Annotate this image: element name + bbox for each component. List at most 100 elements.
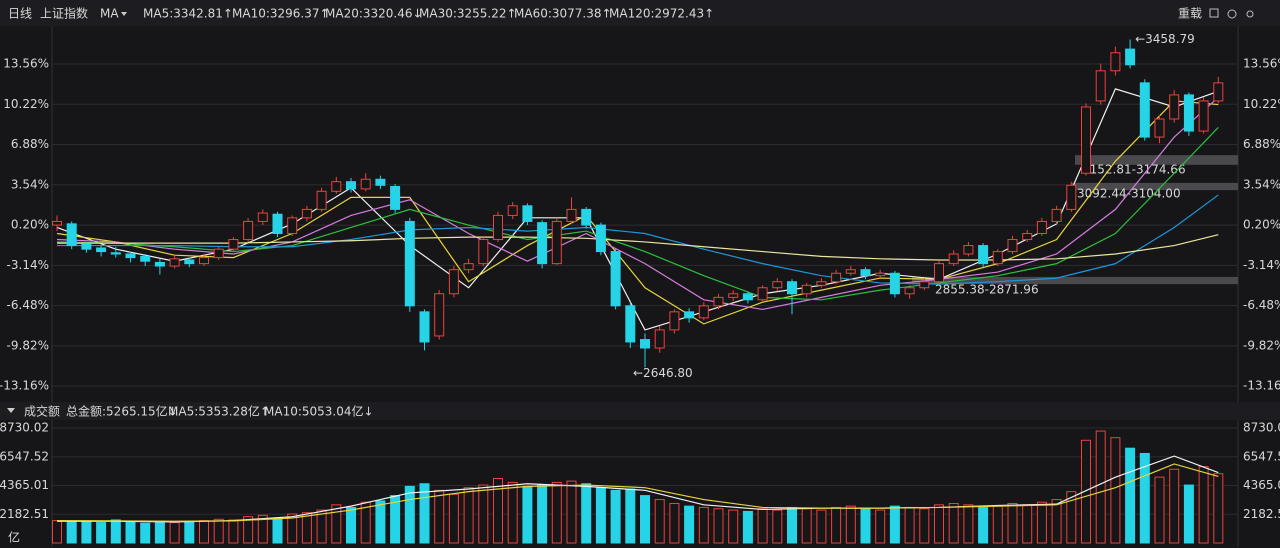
volume-bar — [537, 484, 548, 544]
volume-bar — [1036, 501, 1047, 544]
ma-legend: MA5:3342.81↑ — [143, 7, 233, 21]
y-tick-label: 2182.51 — [0, 507, 49, 521]
dropdown-arrow[interactable] — [121, 12, 127, 16]
indicator[interactable]: MA — [100, 7, 119, 21]
candle-body — [478, 239, 489, 265]
icon[interactable] — [1227, 9, 1237, 19]
volume-bar — [566, 480, 577, 544]
volume-bar — [419, 483, 430, 544]
volume-bar — [1154, 476, 1165, 544]
volume-bar — [66, 520, 77, 544]
volume-bar — [1110, 437, 1121, 544]
candle-body — [757, 287, 768, 301]
y-tick-label: 10.22% — [1243, 97, 1280, 111]
volume-bar — [640, 495, 650, 544]
candle-body — [154, 261, 165, 267]
candle-body — [448, 269, 459, 295]
candle-body — [816, 281, 827, 286]
candle-body — [1110, 52, 1121, 72]
volume-bar — [507, 481, 518, 544]
icon[interactable] — [1209, 8, 1219, 18]
collapse-arrow[interactable] — [7, 408, 15, 413]
candle-body — [243, 220, 254, 241]
volume-bar — [140, 522, 151, 544]
candle-body — [346, 181, 356, 190]
candle-body — [522, 205, 533, 222]
candle-body — [272, 213, 283, 235]
volume-bar — [257, 514, 268, 544]
index-name[interactable]: 上证指数 — [40, 6, 88, 21]
candle-body — [331, 181, 342, 192]
volume-bar — [96, 522, 107, 544]
ma-legend: MA60:3077.38↑ — [514, 7, 612, 21]
volume-bar — [742, 510, 753, 544]
ma-line — [57, 234, 1219, 261]
volume-bar — [110, 519, 121, 544]
volume-bar — [772, 509, 783, 544]
candle-body — [390, 185, 401, 210]
volume-bar — [346, 506, 356, 544]
volume-bar — [654, 499, 665, 544]
candle-body — [507, 205, 518, 216]
volume-ma-line — [57, 455, 1219, 523]
volume-bar — [52, 520, 62, 544]
volume-toolbar — [0, 402, 1280, 420]
icon[interactable] — [1246, 10, 1254, 18]
candle-body — [140, 255, 151, 262]
ma-legend: MA120:2972.43↑ — [609, 7, 714, 21]
ma-line — [57, 194, 1219, 285]
volume-bar — [728, 509, 739, 544]
candle-body — [404, 220, 415, 307]
volume-bar — [301, 512, 312, 544]
y-tick-label: -3.14% — [1243, 258, 1280, 272]
ma-line — [56, 100, 1219, 325]
ma-legend: MA20:3320.46↓ — [325, 7, 423, 21]
volume-bar — [1051, 499, 1062, 544]
volume-ma-legend: MA5:5353.28亿↑ — [168, 404, 270, 419]
gap-band — [1075, 155, 1238, 165]
volume-bar — [478, 484, 489, 544]
candle-body — [581, 208, 592, 226]
candle-body — [1095, 70, 1106, 102]
volume-bar — [125, 521, 136, 544]
volume-bar — [831, 506, 842, 544]
volume-bar — [551, 481, 562, 544]
candle-body — [713, 296, 724, 307]
volume-bar — [463, 487, 474, 544]
candle-body — [81, 243, 92, 250]
volume-ma-legend: MA10:5053.04亿↓ — [264, 404, 374, 419]
volume-bar — [919, 508, 930, 544]
gap-label: 3152.81-3174.66 — [1082, 163, 1186, 177]
period[interactable]: 日线 — [8, 7, 32, 21]
y-tick-label: 6.88% — [11, 137, 49, 151]
y-tick-label: 3.54% — [11, 177, 49, 191]
candle-body — [948, 253, 959, 265]
volume-bar — [228, 519, 239, 544]
candle-body — [1198, 100, 1209, 132]
candle-body — [595, 224, 606, 253]
volume-bar — [581, 483, 592, 544]
candle-body — [1007, 239, 1018, 253]
volume-bar — [889, 505, 900, 544]
volume-bar — [316, 509, 327, 544]
candle-body — [625, 305, 636, 343]
reload[interactable]: 重载 — [1178, 7, 1202, 21]
high-annotation: ←3458.79 — [1135, 32, 1195, 46]
y-tick-label: 13.56% — [3, 57, 49, 71]
volume-bar — [610, 489, 621, 544]
volume-bar — [1007, 502, 1018, 544]
volume-bar — [448, 493, 459, 544]
y-tick-label: 8730.02 — [1243, 421, 1280, 435]
candle-body — [1081, 106, 1091, 174]
y-tick-label: 8730.02 — [0, 421, 49, 435]
candle-body — [889, 272, 900, 295]
volume-bar — [272, 517, 283, 544]
volume-bar — [404, 485, 415, 544]
volume-title: 成交额 — [24, 404, 60, 419]
volume-bar — [434, 489, 445, 544]
volume-bar — [948, 502, 959, 544]
volume-bar — [522, 485, 533, 544]
candle-body — [934, 263, 944, 283]
volume-bar — [595, 487, 606, 544]
candle-body — [184, 259, 195, 265]
